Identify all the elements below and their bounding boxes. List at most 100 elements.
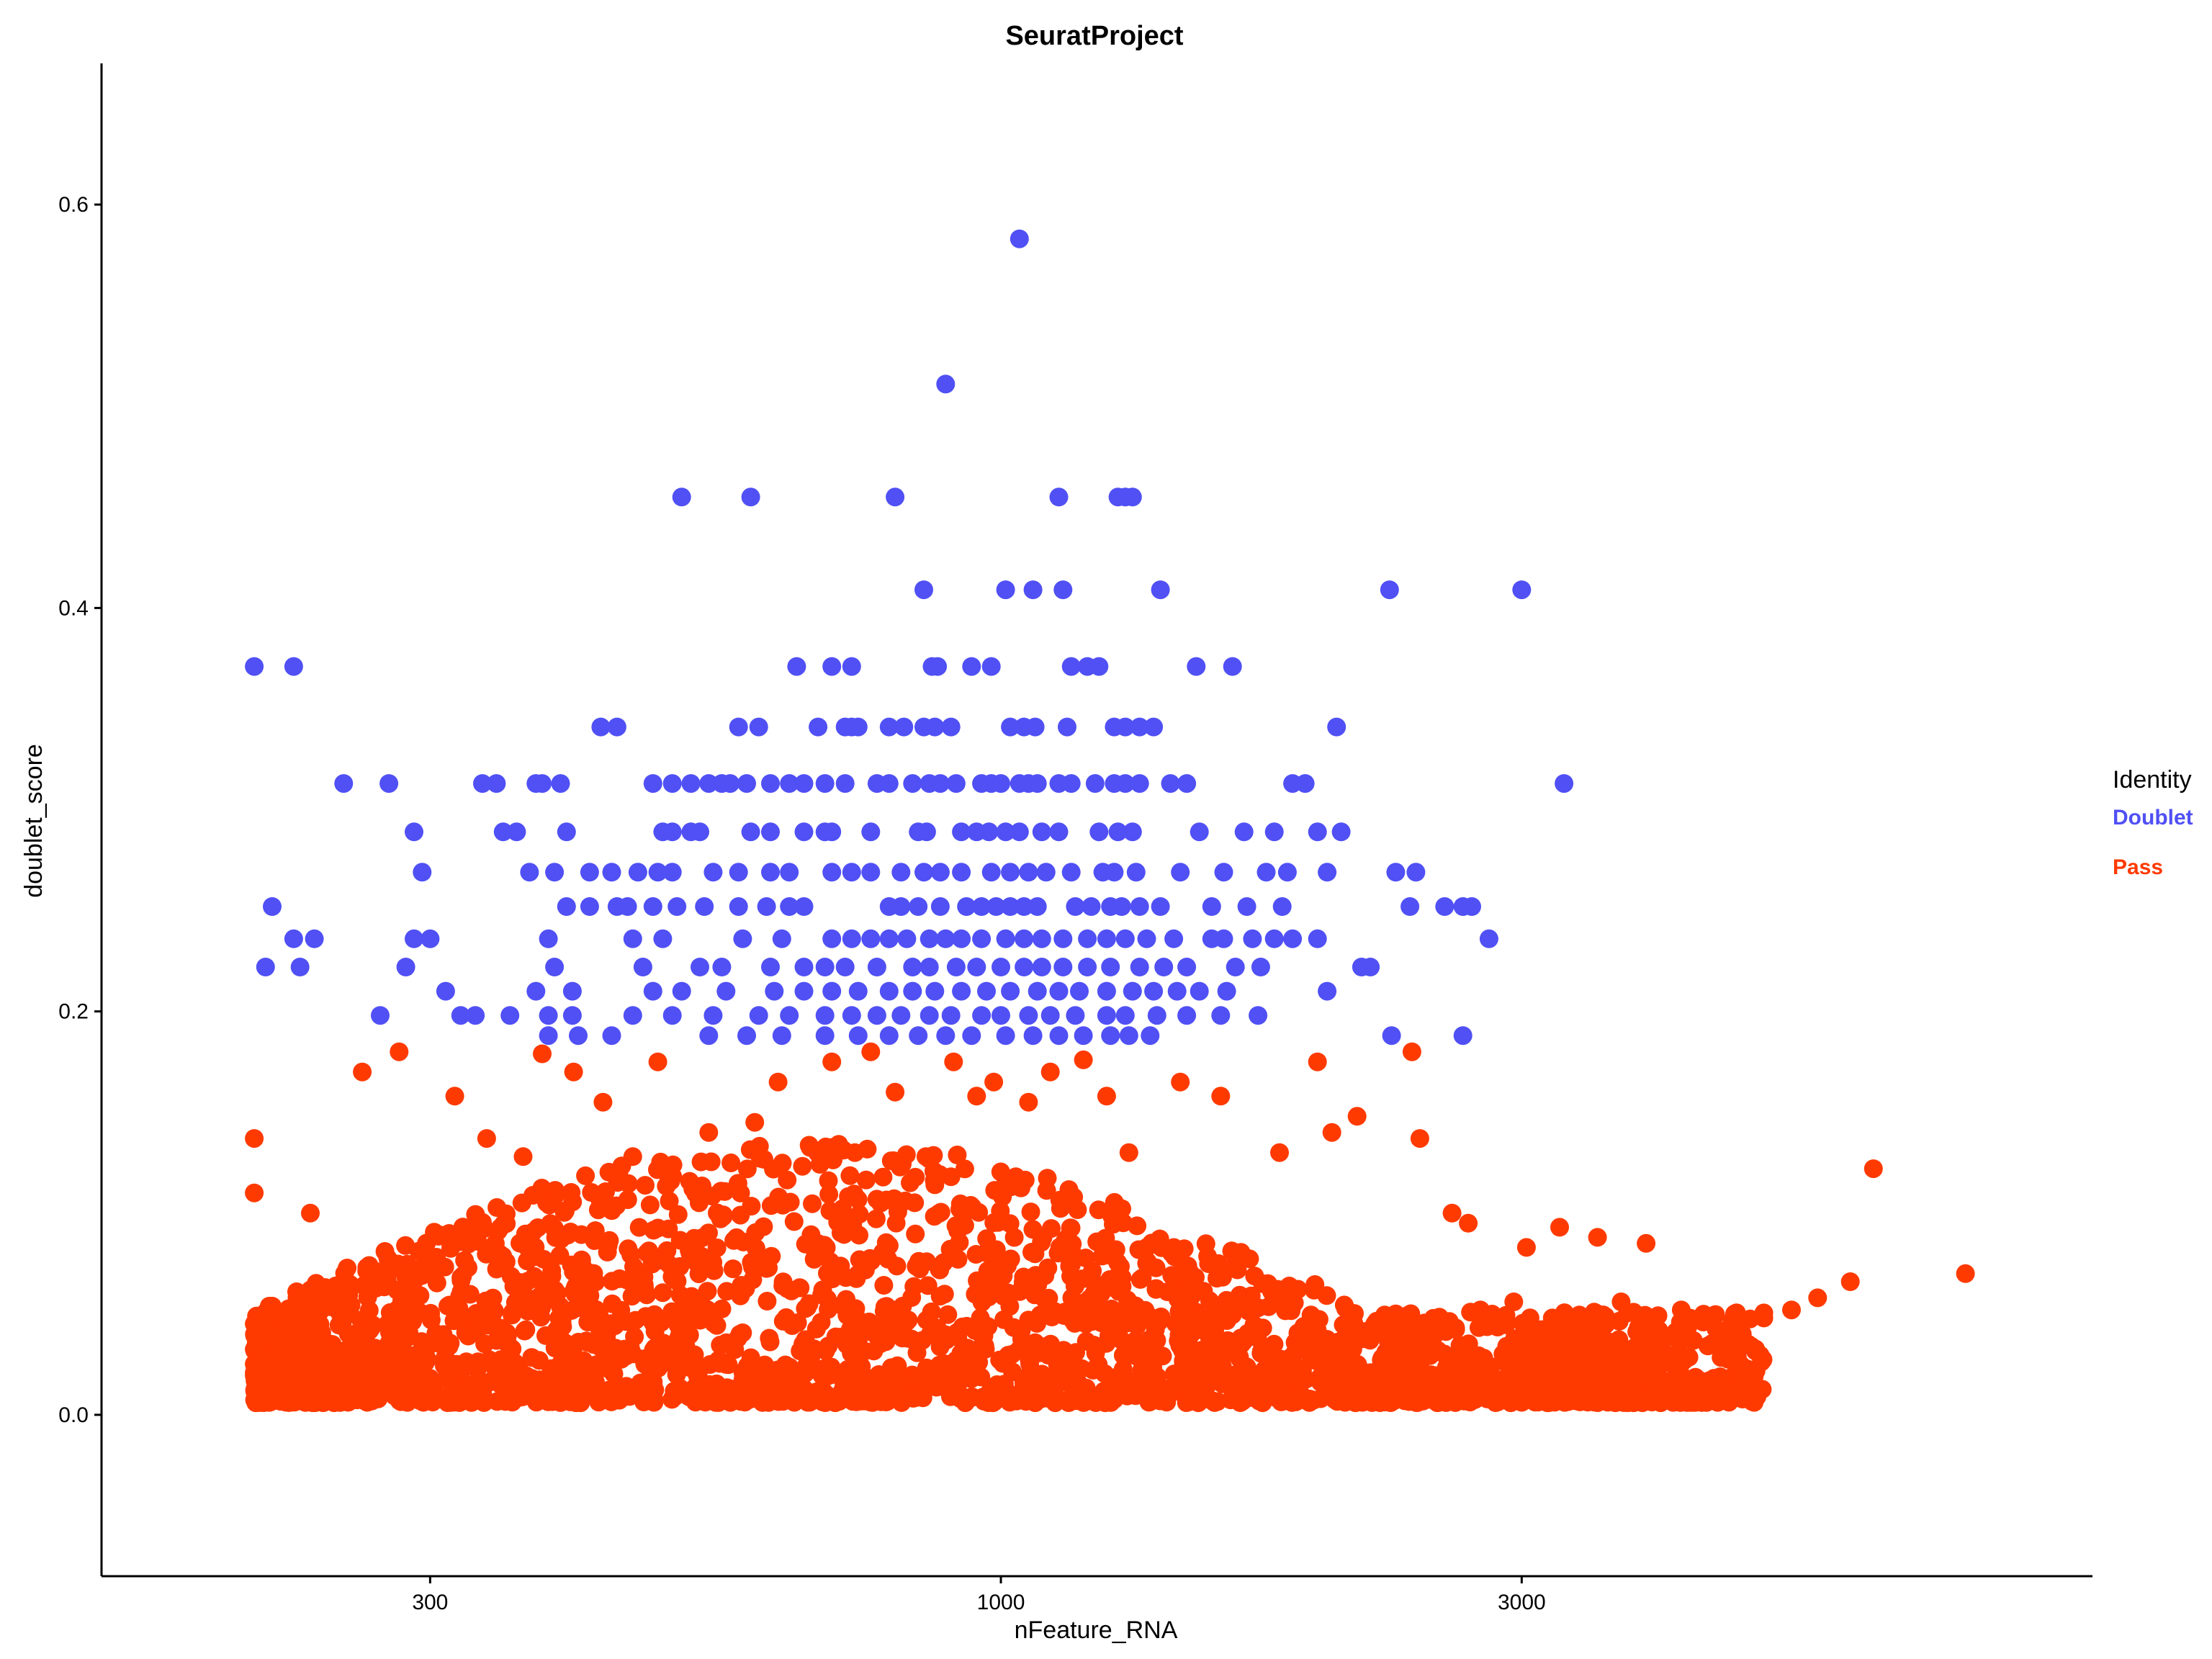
doublet-point <box>1167 981 1187 1001</box>
pass-point <box>881 1358 901 1377</box>
pass-point <box>550 1339 570 1359</box>
pass-point <box>1683 1378 1702 1397</box>
pass-point <box>513 1147 533 1166</box>
pass-point <box>313 1346 332 1366</box>
pass-point <box>775 1355 795 1375</box>
doublet-point <box>1401 897 1420 916</box>
pass-point <box>1138 1309 1158 1328</box>
doublet-point <box>1061 657 1081 676</box>
doublet-point <box>1010 229 1029 248</box>
pass-point <box>523 1186 543 1205</box>
pass-point <box>967 1087 986 1106</box>
pass-point <box>648 1218 667 1238</box>
pass-point <box>451 1268 471 1287</box>
pass-point <box>801 1138 819 1157</box>
pass-point <box>670 1285 690 1305</box>
pass-point <box>1251 1344 1271 1363</box>
pass-point <box>665 1382 684 1401</box>
pass-point <box>929 1204 948 1223</box>
doublet-point <box>1078 958 1097 976</box>
pass-point <box>1178 1281 1197 1300</box>
pass-point <box>640 1195 660 1215</box>
pass-point <box>1205 1295 1223 1315</box>
pass-point <box>263 1297 282 1316</box>
doublet-point <box>1097 1006 1116 1025</box>
pass-point <box>592 1385 611 1405</box>
doublet-point <box>794 897 814 916</box>
pass-point <box>1130 1269 1150 1289</box>
pass-point <box>845 1143 865 1162</box>
doublet-point <box>691 822 709 842</box>
doublet-point <box>962 1026 981 1046</box>
pass-point <box>349 1371 368 1390</box>
doublet-point <box>741 822 760 842</box>
doublet-point <box>979 822 999 842</box>
pass-point <box>568 1392 588 1411</box>
doublet-point <box>794 774 814 793</box>
pass-point <box>913 1388 932 1408</box>
doublet-point <box>533 774 552 793</box>
pass-point <box>737 1159 757 1179</box>
doublet-point <box>986 897 1006 916</box>
doublet-point <box>1023 1026 1043 1046</box>
pass-point <box>421 1303 441 1323</box>
pass-point <box>562 1183 581 1202</box>
doublet-point <box>1251 958 1270 976</box>
pass-point <box>1310 1367 1330 1387</box>
pass-point <box>619 1239 638 1259</box>
pass-point <box>1192 1308 1212 1328</box>
pass-point <box>1102 1206 1122 1226</box>
doublet-point <box>580 897 599 916</box>
pass-point <box>1021 1202 1040 1222</box>
doublet-point <box>928 657 948 676</box>
pass-point <box>576 1298 595 1317</box>
pass-point <box>318 1284 337 1303</box>
pass-point <box>1495 1372 1514 1390</box>
pass-point <box>245 1129 264 1148</box>
doublet-point <box>903 958 922 976</box>
doublet-point <box>1264 929 1284 948</box>
doublet-point <box>946 958 966 976</box>
doublet-point <box>653 929 673 948</box>
doublet-point <box>379 774 399 793</box>
pass-point <box>582 1183 601 1202</box>
pass-point <box>668 1316 688 1335</box>
pass-point <box>522 1348 541 1367</box>
pass-point <box>353 1062 372 1082</box>
pass-point <box>799 1294 819 1313</box>
pass-point <box>660 1255 679 1274</box>
pass-point <box>603 1272 621 1291</box>
pass-point <box>925 1175 945 1195</box>
doublet-point <box>1119 1026 1138 1046</box>
legend-title: Identity <box>2113 766 2192 793</box>
pass-point <box>1351 1390 1370 1410</box>
doublet-point <box>972 897 992 916</box>
x-axis-title: nFeature_RNA <box>1015 1617 1178 1644</box>
doublet-point <box>780 774 799 793</box>
doublet-point <box>891 897 911 916</box>
doublet-point <box>952 822 971 842</box>
pass-point <box>282 1303 301 1322</box>
doublet-point <box>780 863 799 882</box>
pass-point <box>804 1249 824 1269</box>
pass-point <box>1569 1380 1588 1400</box>
pass-point <box>387 1359 407 1379</box>
doublet-point <box>1164 929 1184 948</box>
doublet-point <box>952 981 971 1001</box>
doublet-point <box>1019 1006 1038 1025</box>
pass-point <box>835 1225 854 1244</box>
pass-point <box>1238 1388 1257 1408</box>
doublet-point <box>867 958 886 976</box>
doublet-point <box>405 929 423 948</box>
pass-point <box>344 1390 363 1409</box>
doublet-point <box>761 774 780 793</box>
x-tick-label: 1000 <box>977 1591 1025 1614</box>
pass-point <box>979 1287 998 1307</box>
pass-point <box>1611 1292 1631 1311</box>
doublet-point <box>1123 822 1142 842</box>
pass-point <box>1863 1159 1883 1179</box>
doublet-point <box>761 822 780 842</box>
x-tick-label: 300 <box>412 1591 448 1614</box>
pass-point <box>566 1277 585 1296</box>
pass-point <box>569 1333 588 1352</box>
